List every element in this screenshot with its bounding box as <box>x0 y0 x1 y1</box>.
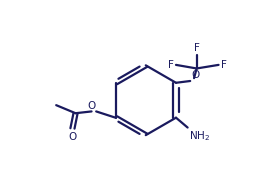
Text: F: F <box>167 60 173 70</box>
Text: F: F <box>221 60 227 70</box>
Text: O: O <box>191 71 199 81</box>
Text: O: O <box>68 132 77 142</box>
Text: F: F <box>194 43 200 53</box>
Text: O: O <box>87 101 95 111</box>
Text: NH$_2$: NH$_2$ <box>189 130 210 144</box>
